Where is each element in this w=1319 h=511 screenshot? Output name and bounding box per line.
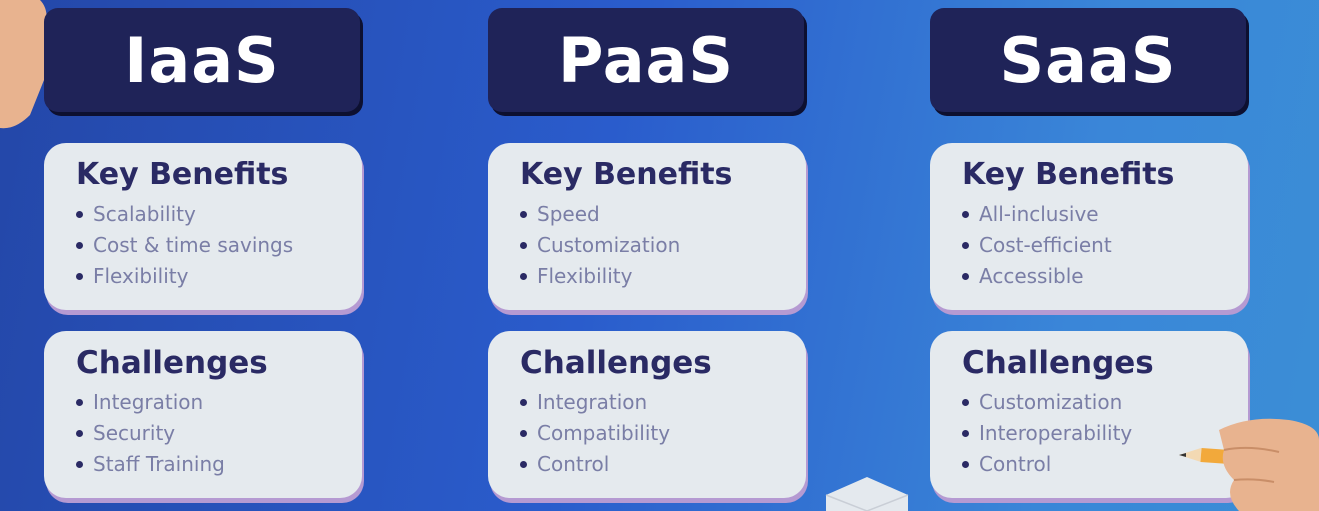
list-item-label: Speed	[537, 202, 600, 226]
list-item: Accessible	[962, 261, 1248, 292]
title-card-paas: PaaS	[488, 8, 804, 112]
challenges-list: Integration Security Staff Training	[76, 387, 362, 480]
list-item-label: Cost-efficient	[979, 233, 1112, 257]
list-item: Customization	[520, 230, 806, 261]
title-card-iaas: IaaS	[44, 8, 360, 112]
benefits-card: Key Benefits Scalability Cost & time sav…	[44, 143, 362, 310]
challenges-card: Challenges Integration Security Staff Tr…	[44, 331, 362, 498]
list-item: Speed	[520, 199, 806, 230]
benefits-card: Key Benefits All-inclusive Cost-efficien…	[930, 143, 1248, 310]
list-item: All-inclusive	[962, 199, 1248, 230]
list-item-label: All-inclusive	[979, 202, 1099, 226]
challenges-heading: Challenges	[76, 345, 268, 381]
bullet-icon	[76, 242, 83, 249]
list-item: Security	[76, 418, 362, 449]
column-title: IaaS	[124, 23, 280, 97]
challenges-list: Customization Interoperability Control	[962, 387, 1248, 480]
list-item-label: Accessible	[979, 264, 1084, 288]
list-item: Staff Training	[76, 449, 362, 480]
bullet-icon	[520, 399, 527, 406]
bullet-icon	[962, 211, 969, 218]
bullet-icon	[962, 399, 969, 406]
list-item: Scalability	[76, 199, 362, 230]
list-item-label: Security	[93, 421, 176, 445]
list-item-label: Cost & time savings	[93, 233, 294, 257]
list-item: Flexibility	[520, 261, 806, 292]
list-item-label: Control	[537, 452, 610, 476]
benefits-list: Speed Customization Flexibility	[520, 199, 806, 292]
bullet-icon	[962, 242, 969, 249]
bullet-icon	[962, 430, 969, 437]
list-item: Control	[520, 449, 806, 480]
list-item-label: Flexibility	[537, 264, 633, 288]
cube-icon	[825, 477, 909, 511]
hand-with-pencil-icon	[1179, 418, 1319, 511]
list-item: Compatibility	[520, 418, 806, 449]
challenges-heading: Challenges	[520, 345, 712, 381]
list-item-label: Control	[979, 452, 1052, 476]
list-item: Flexibility	[76, 261, 362, 292]
bullet-icon	[520, 211, 527, 218]
bullet-icon	[962, 461, 969, 468]
list-item: Integration	[76, 387, 362, 418]
bullet-icon	[520, 242, 527, 249]
list-item-label: Staff Training	[93, 452, 225, 476]
list-item: Cost-efficient	[962, 230, 1248, 261]
bullet-icon	[962, 273, 969, 280]
bullet-icon	[520, 430, 527, 437]
bullet-icon	[76, 461, 83, 468]
bullet-icon	[76, 273, 83, 280]
challenges-card: Challenges Integration Compatibility Con…	[488, 331, 806, 498]
list-item-label: Customization	[537, 233, 681, 257]
benefits-heading: Key Benefits	[962, 157, 1175, 192]
list-item: Integration	[520, 387, 806, 418]
bullet-icon	[76, 399, 83, 406]
bullet-icon	[520, 273, 527, 280]
list-item: Interoperability	[962, 418, 1248, 449]
list-item: Customization	[962, 387, 1248, 418]
list-item-label: Customization	[979, 390, 1123, 414]
challenges-list: Integration Compatibility Control	[520, 387, 806, 480]
list-item: Cost & time savings	[76, 230, 362, 261]
bullet-icon	[520, 461, 527, 468]
list-item-label: Integration	[537, 390, 648, 414]
benefits-heading: Key Benefits	[76, 157, 289, 192]
list-item-label: Compatibility	[537, 421, 671, 445]
challenges-heading: Challenges	[962, 345, 1154, 381]
challenges-card: Challenges Customization Interoperabilit…	[930, 331, 1248, 498]
column-title: SaaS	[999, 23, 1177, 97]
bullet-icon	[76, 211, 83, 218]
benefits-heading: Key Benefits	[520, 157, 733, 192]
benefits-card: Key Benefits Speed Customization Flexibi…	[488, 143, 806, 310]
title-card-saas: SaaS	[930, 8, 1246, 112]
list-item-label: Integration	[93, 390, 204, 414]
list-item-label: Flexibility	[93, 264, 189, 288]
bullet-icon	[76, 430, 83, 437]
column-title: PaaS	[557, 23, 735, 97]
list-item: Control	[962, 449, 1248, 480]
list-item-label: Scalability	[93, 202, 196, 226]
list-item-label: Interoperability	[979, 421, 1133, 445]
benefits-list: Scalability Cost & time savings Flexibil…	[76, 199, 362, 292]
benefits-list: All-inclusive Cost-efficient Accessible	[962, 199, 1248, 292]
